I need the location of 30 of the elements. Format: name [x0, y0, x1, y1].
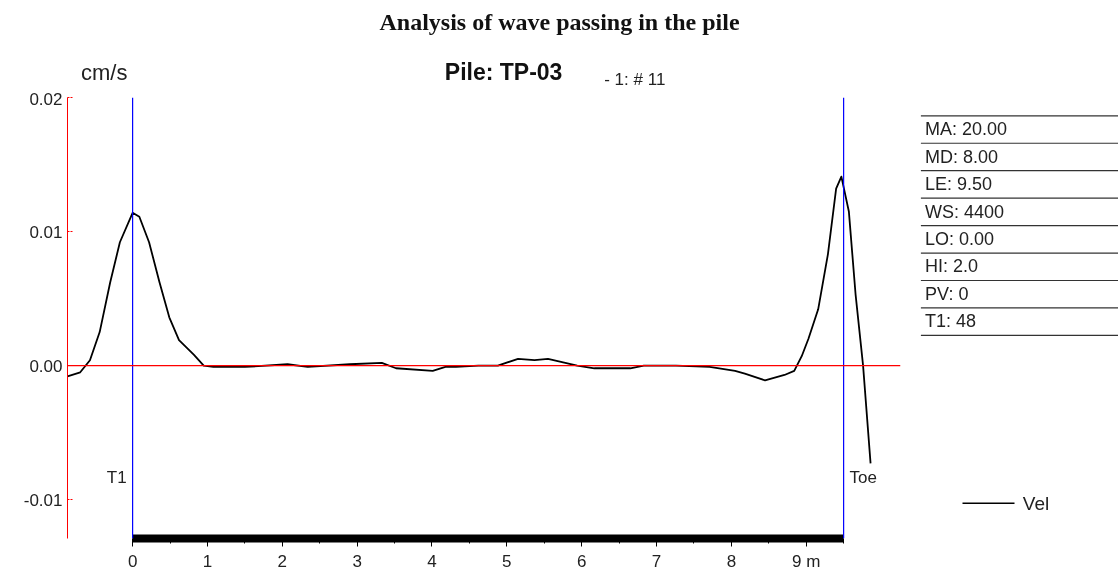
- ref-line-label: Toe: [849, 467, 878, 487]
- line-series: [67, 175, 872, 465]
- x-tick-label: 8: [726, 551, 737, 571]
- text: - 1: # 11: [604, 69, 666, 89]
- text: PV: 0: [925, 283, 969, 304]
- chart-title: Analysis of wave passing in the pile: [379, 9, 740, 36]
- chart-subtitle: Pile: TP-03: [444, 59, 563, 86]
- x-tick-label: 5: [502, 551, 512, 571]
- text: LO: 0.00: [925, 229, 995, 250]
- x-tick-label: 1: [202, 551, 213, 571]
- y-tick-label: -0.01: [23, 490, 63, 510]
- text: MA: 20.00: [925, 119, 1008, 140]
- text: HI: 2.0: [925, 256, 979, 277]
- x-tick-label: 0: [127, 551, 138, 571]
- y-tick-label: 0.01: [29, 222, 63, 242]
- text: MD: 8.00: [925, 146, 999, 167]
- x-tick-label: 7: [651, 551, 662, 571]
- x-tick-label: 6: [576, 551, 587, 571]
- x-tick-label: 2: [277, 551, 288, 571]
- text: WS: 4400: [925, 201, 1005, 222]
- y-tick-label: 0.02: [29, 89, 63, 109]
- y-tick-label: 0.00: [29, 356, 63, 376]
- text: LE: 9.50: [925, 174, 993, 195]
- legend-label: Vel: [1022, 492, 1050, 514]
- text: T1: 48: [925, 311, 977, 332]
- x-tick-label: 9 m: [792, 551, 821, 571]
- x-tick-label: 4: [427, 551, 437, 571]
- x-tick-label: 3: [352, 551, 362, 571]
- ref-line-label: T1: [106, 467, 127, 487]
- y-axis-title: cm/s: [81, 60, 128, 86]
